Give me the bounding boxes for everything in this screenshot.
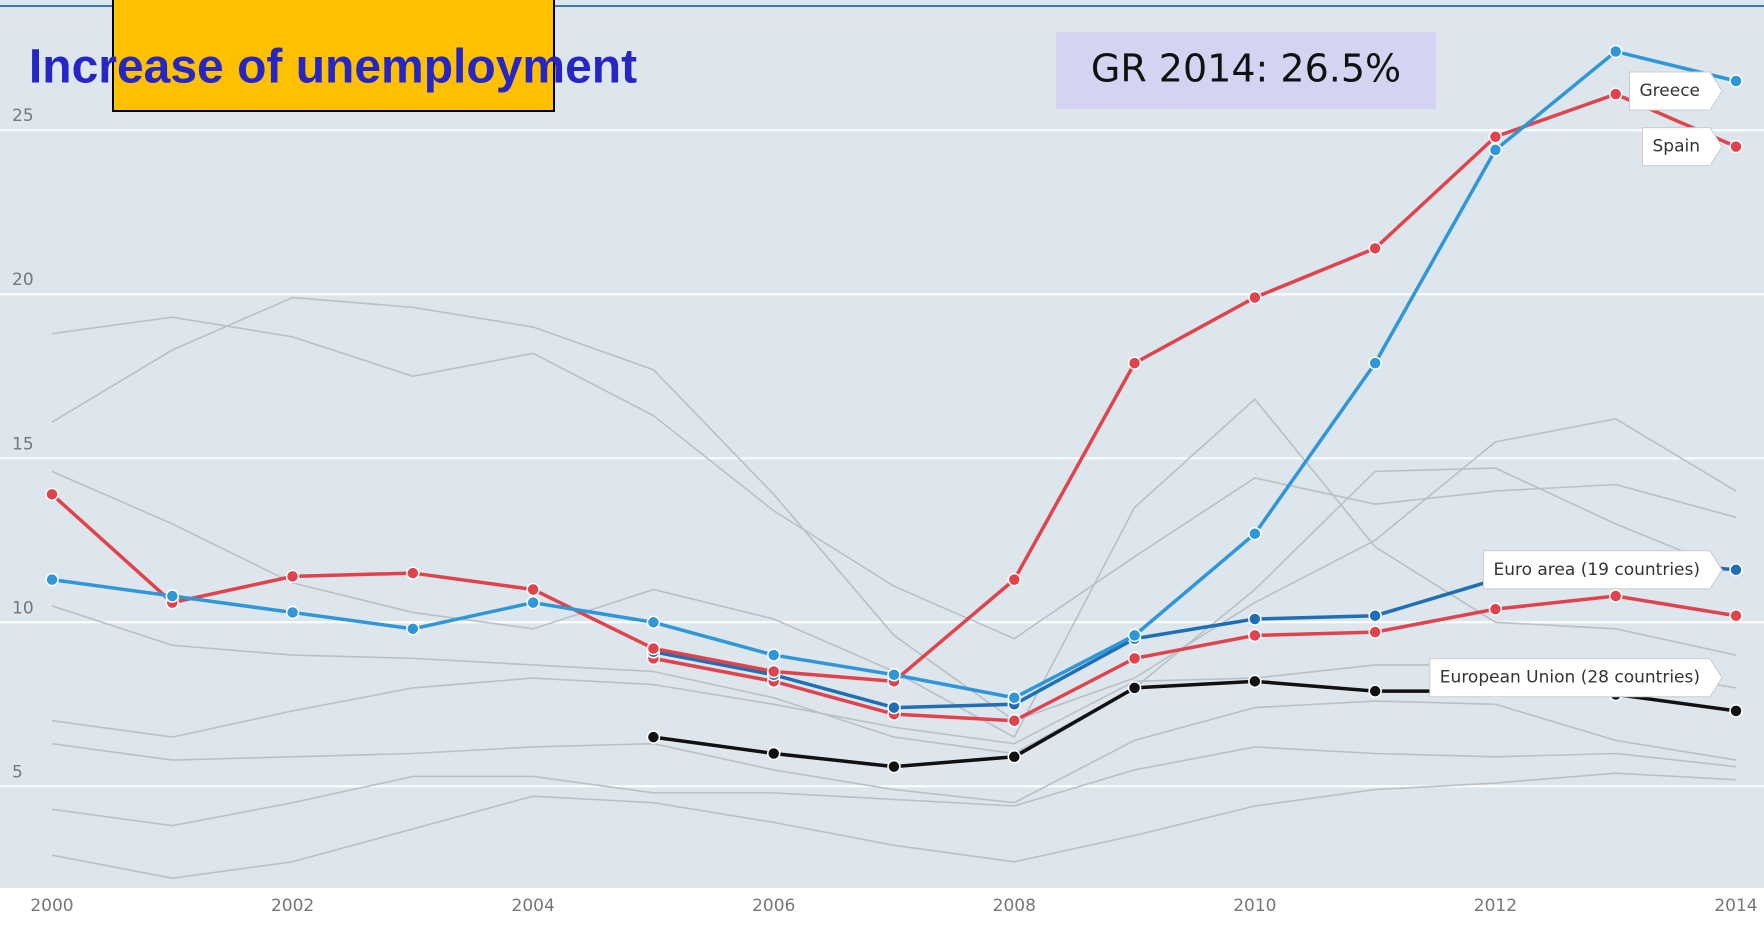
y-tick-label: 15 <box>12 434 34 454</box>
point <box>1248 674 1262 689</box>
point <box>1368 241 1382 256</box>
point <box>1488 130 1503 144</box>
point <box>1488 602 1503 616</box>
x-tick-label: 2004 <box>512 896 555 916</box>
line-label: Euro area (19 countries) <box>1493 560 1700 580</box>
point <box>646 641 661 656</box>
grid: 5 10 15 20 25 2000 2002 2004 2006 2008 2010 2012 201… <box>0 106 1764 916</box>
y-tick-label: 5 <box>12 762 23 782</box>
point <box>1729 74 1743 88</box>
point <box>766 746 781 761</box>
x-tick-label: 2008 <box>993 896 1036 916</box>
point <box>285 569 300 584</box>
point <box>1127 356 1142 370</box>
annotation-box <box>1056 32 1436 109</box>
line-label-box <box>1642 127 1723 167</box>
point <box>1248 526 1262 541</box>
point <box>1007 690 1022 705</box>
line-label: European Union (28 countries) <box>1440 668 1700 688</box>
point <box>646 615 661 630</box>
point <box>1368 684 1382 698</box>
point <box>285 605 300 620</box>
point <box>1368 625 1382 639</box>
point <box>1608 87 1623 101</box>
x-tick-label: 2014 <box>1714 896 1757 916</box>
point <box>1608 44 1623 59</box>
background-line <box>51 772 1737 879</box>
background-line <box>51 296 1737 722</box>
background-line <box>51 700 1737 804</box>
line-label: Spain <box>1653 137 1701 157</box>
line-label: Greece <box>1639 81 1700 101</box>
background-line <box>51 316 1737 640</box>
series-line <box>653 594 1737 723</box>
x-tick-label: 2012 <box>1474 896 1517 916</box>
plot-background <box>0 0 1764 888</box>
point <box>1729 563 1743 577</box>
point <box>165 589 180 603</box>
point <box>1127 681 1142 695</box>
point <box>45 487 59 502</box>
lines <box>45 44 1743 879</box>
point <box>1127 651 1142 666</box>
point <box>1729 704 1743 718</box>
point <box>406 622 420 636</box>
point <box>1248 628 1262 643</box>
x-tick-label: 2000 <box>30 896 73 916</box>
title-box <box>112 0 555 112</box>
point <box>1127 628 1142 643</box>
point <box>1368 608 1382 623</box>
y-tick-label: 10 <box>12 598 34 618</box>
line-labels: European Union (28 countries) Euro area (… <box>1429 71 1723 698</box>
line-label-box <box>1628 71 1723 111</box>
point <box>646 730 661 744</box>
point <box>1248 290 1262 305</box>
point <box>887 668 901 682</box>
point <box>1007 750 1022 764</box>
point <box>1007 713 1022 728</box>
y-tick-label: 25 <box>12 106 34 126</box>
point <box>1488 143 1503 157</box>
x-tick-label: 2006 <box>752 896 795 916</box>
line-label-box <box>1429 658 1723 698</box>
point <box>1248 612 1262 626</box>
point <box>887 700 901 715</box>
y-tick-label: 20 <box>12 270 34 290</box>
point <box>766 648 781 662</box>
point <box>1729 608 1743 623</box>
point <box>1608 589 1623 603</box>
point <box>526 595 540 610</box>
x-tick-label: 2002 <box>271 896 314 916</box>
point <box>406 566 420 580</box>
line-label-box <box>1482 550 1723 590</box>
background-line <box>51 467 1737 755</box>
point <box>887 759 901 774</box>
point <box>1368 356 1382 370</box>
point <box>1007 572 1022 587</box>
point <box>1729 139 1743 154</box>
x-tick-label: 2010 <box>1233 896 1276 916</box>
point <box>766 664 781 679</box>
annotation: GR 2014: 26.5% <box>1091 47 1401 91</box>
chart-title: Increase of unemployment <box>29 41 637 94</box>
background-line <box>51 746 1737 827</box>
point <box>45 572 59 587</box>
point <box>526 582 540 597</box>
